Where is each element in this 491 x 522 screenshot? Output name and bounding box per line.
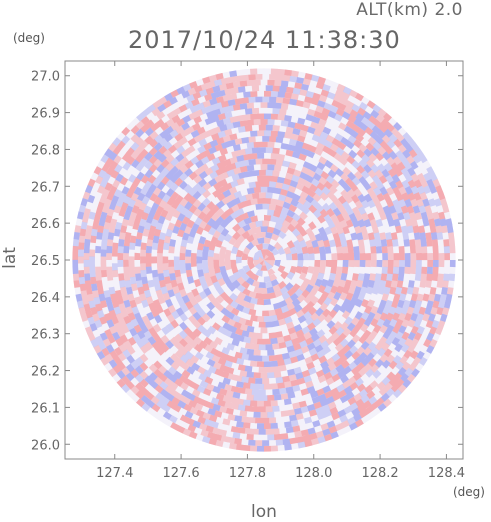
x-tick-label: 128.4 <box>428 466 465 481</box>
x-tick-label: 127.4 <box>96 466 133 481</box>
x-tick-label: 128.2 <box>361 466 398 481</box>
radar-heatmap <box>72 68 456 452</box>
x-axis-label: lon <box>251 502 277 522</box>
y-tick-label: 27.0 <box>31 70 60 85</box>
x-tick-label: 127.6 <box>162 466 199 481</box>
y-tick-label: 26.4 <box>31 291 60 306</box>
x-tick-label: 128.0 <box>295 466 332 481</box>
y-tick-label: 26.0 <box>31 438 60 453</box>
y-tick-label: 26.9 <box>31 107 60 122</box>
timestamp-title: 2017/10/24 11:38:30 <box>128 26 401 54</box>
y-tick-label: 26.1 <box>31 401 60 416</box>
y-tick-label: 26.3 <box>31 328 60 343</box>
y-tick-label: 26.7 <box>31 180 60 195</box>
y-axis-ticks: 26.0 26.1 26.2 26.3 26.4 26.5 26.6 26.7 26.8 26.9… <box>31 70 463 453</box>
y-tick-label: 26.2 <box>31 365 60 380</box>
altitude-label: ALT(km) 2.0 <box>356 0 463 20</box>
negative-cells-strong <box>72 70 456 452</box>
x-tick-label: 127.8 <box>229 466 266 481</box>
x-axis-unit: (deg) <box>453 485 485 499</box>
y-tick-label: 26.8 <box>31 143 60 158</box>
y-axis-unit: (deg) <box>13 31 45 45</box>
y-tick-label: 26.6 <box>31 217 60 232</box>
positive-cells-strong <box>72 69 451 452</box>
x-axis-ticks: 127.4 127.6 127.8 128.0 128.2 128.4 <box>96 61 465 481</box>
y-tick-label: 26.5 <box>31 254 60 269</box>
